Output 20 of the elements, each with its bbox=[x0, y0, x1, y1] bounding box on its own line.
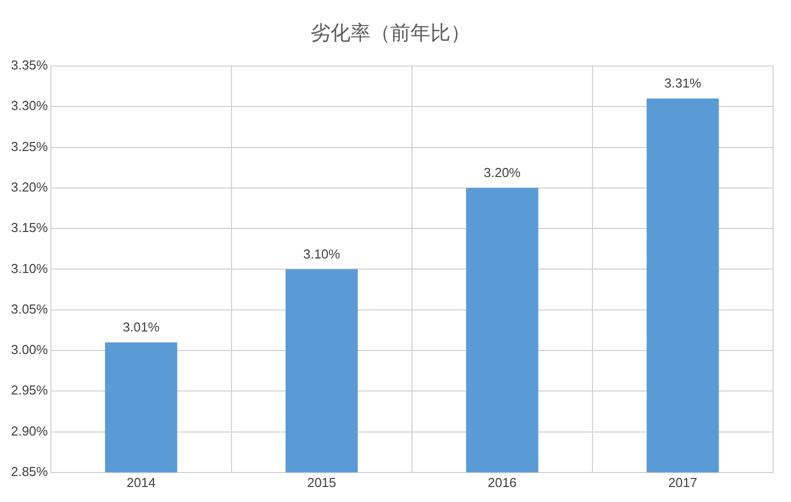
x-tick-label: 2015 bbox=[307, 474, 336, 490]
y-tick-label: 2.85% bbox=[10, 464, 48, 479]
x-tick-label: 2014 bbox=[126, 474, 156, 490]
y-tick-label: 3.30% bbox=[10, 98, 48, 114]
y-tick-label: 3.00% bbox=[10, 342, 48, 358]
y-tick-label: 3.35% bbox=[10, 58, 48, 73]
y-tick-label: 2.95% bbox=[10, 382, 48, 398]
x-tick-label: 2016 bbox=[488, 474, 517, 490]
data-label: 3.20% bbox=[484, 165, 522, 180]
data-label: 3.31% bbox=[664, 76, 702, 91]
y-tick-label: 3.05% bbox=[10, 301, 48, 316]
y-tick-label: 3.20% bbox=[10, 180, 48, 194]
data-label: 3.10% bbox=[303, 246, 341, 262]
y-tick-label: 3.10% bbox=[10, 260, 48, 276]
x-tick-label: 2017 bbox=[668, 474, 698, 490]
y-tick-label: 3.15% bbox=[10, 220, 48, 236]
chart-title: 劣化率（前年比） bbox=[310, 22, 470, 45]
y-tick-label: 2.90% bbox=[10, 423, 48, 438]
y-tick-label: 3.25% bbox=[10, 138, 48, 154]
data-label: 3.01% bbox=[122, 319, 160, 334]
